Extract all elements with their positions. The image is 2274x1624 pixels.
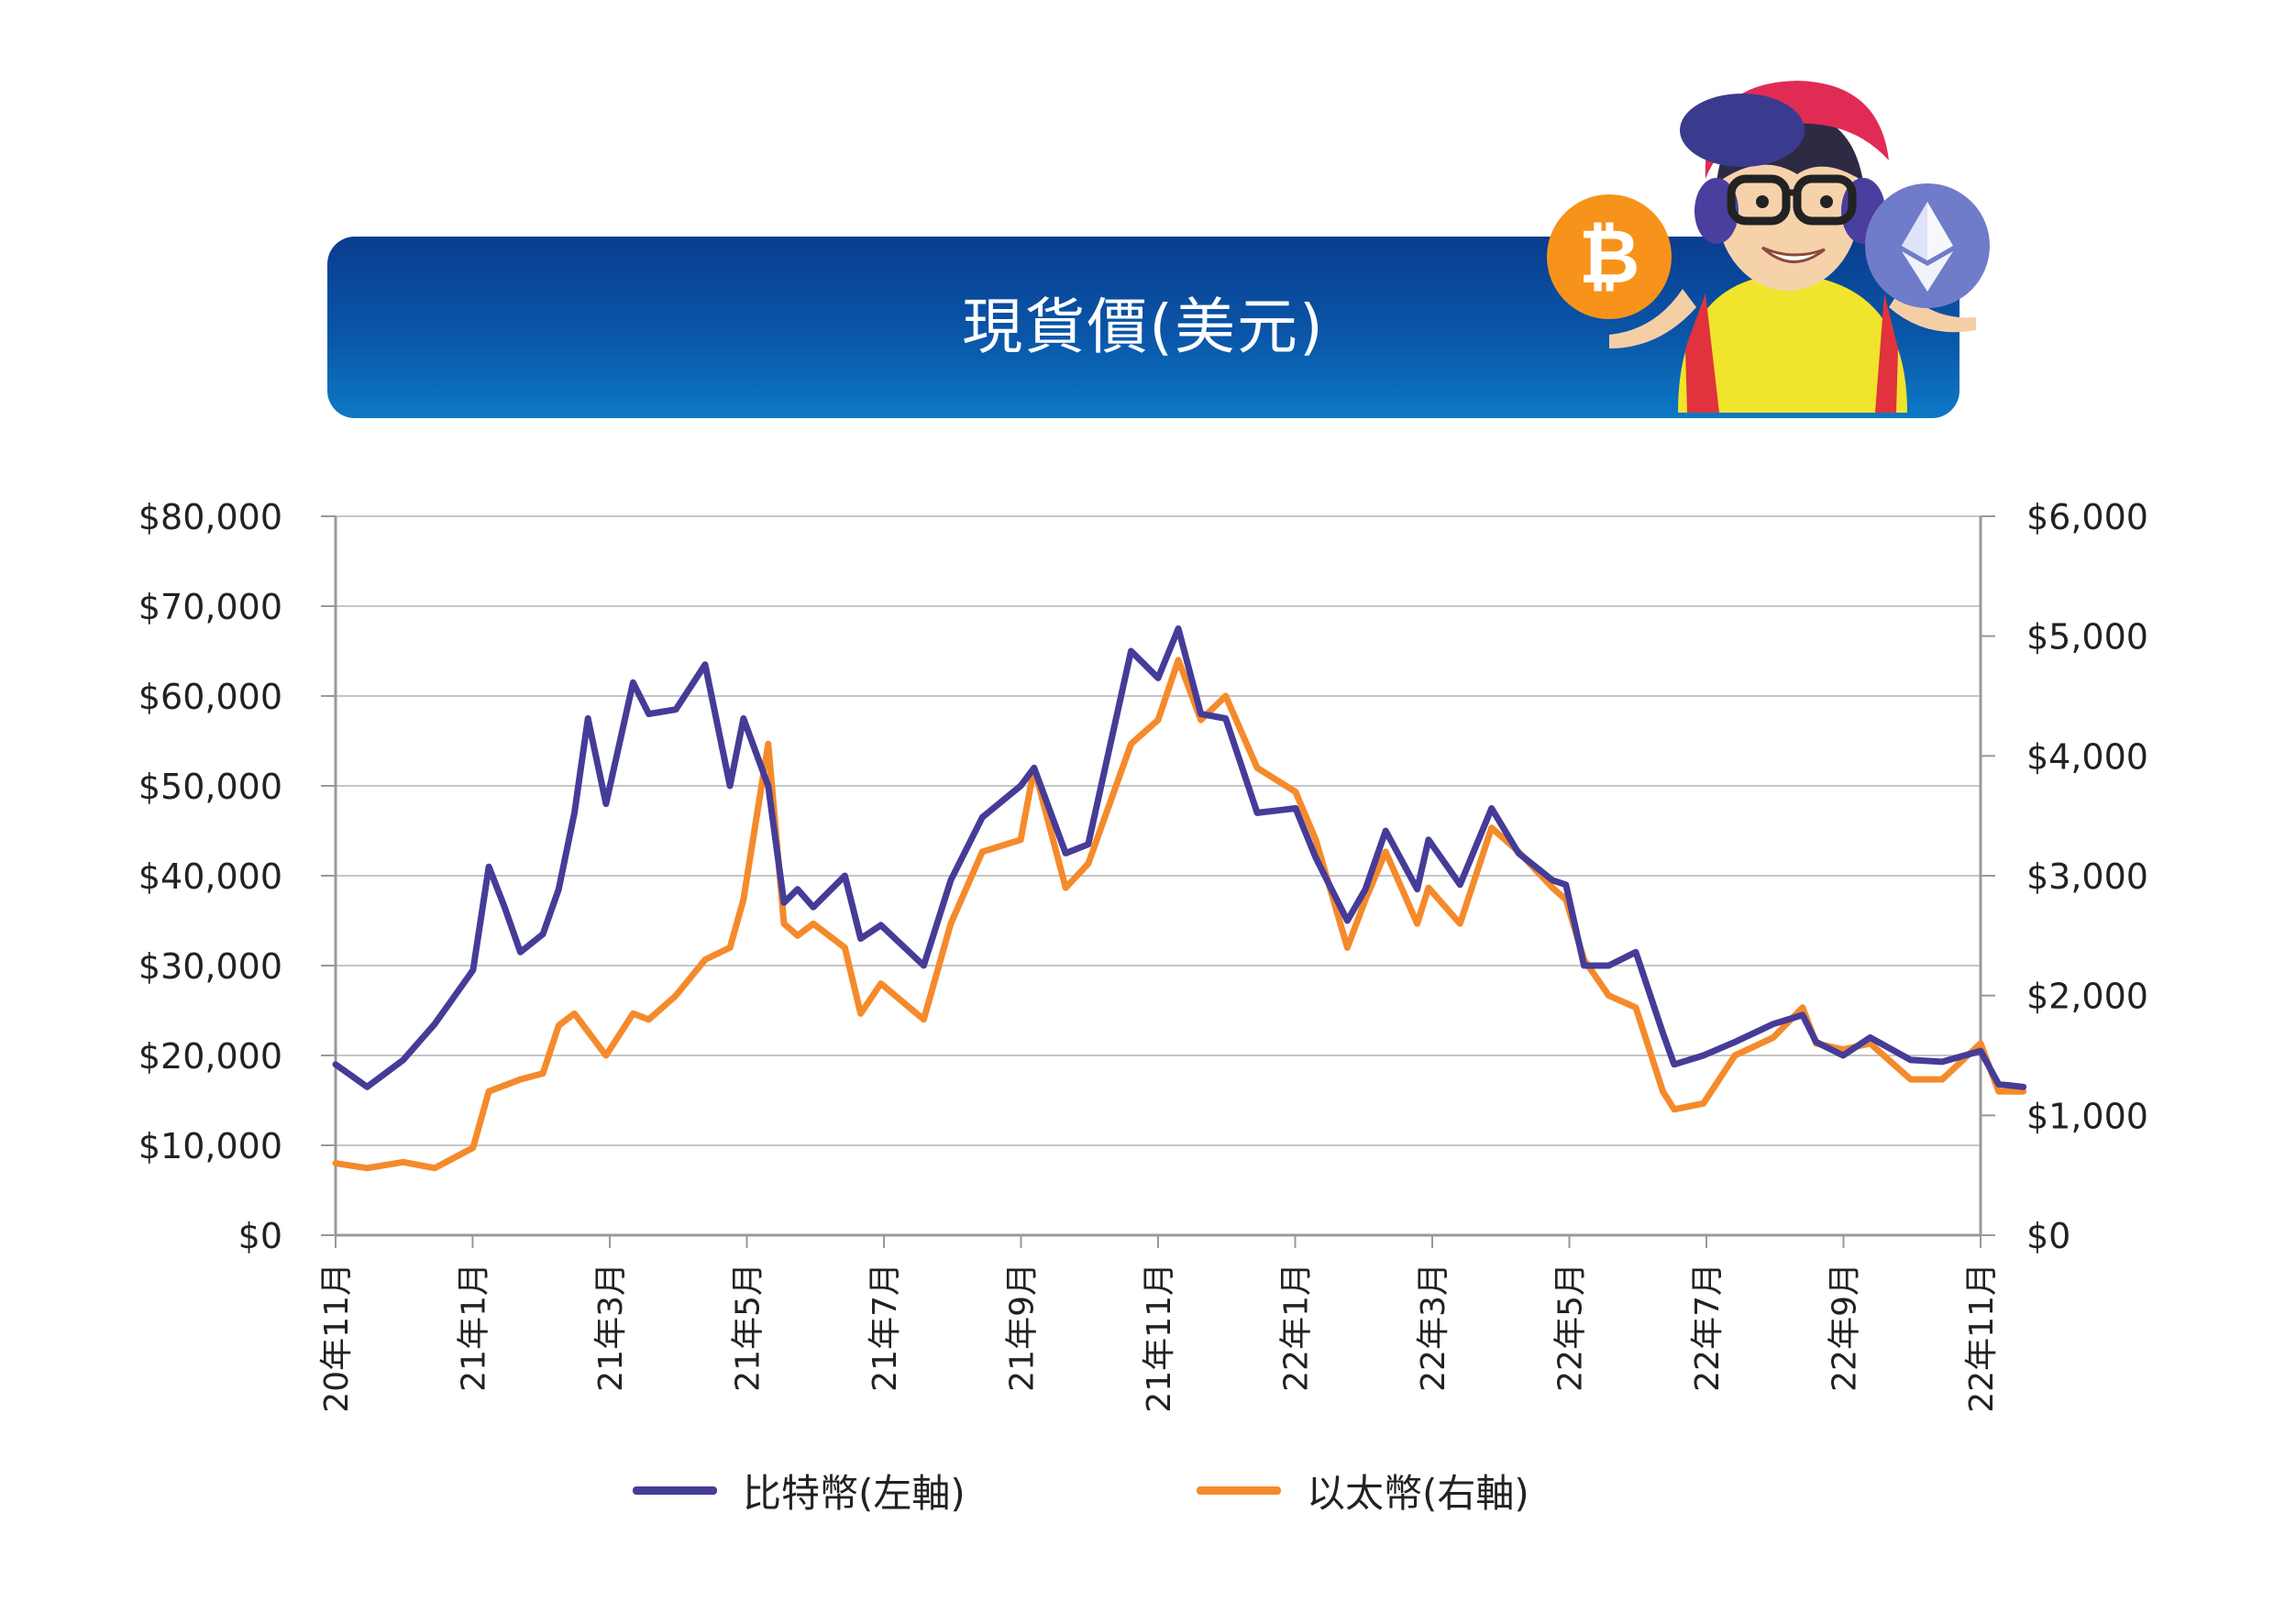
y-right-tick-label: $2,000 xyxy=(2026,977,2148,1017)
legend-item-btc: 比特幣(左軸) xyxy=(633,1463,966,1518)
grid-lines xyxy=(336,515,1981,1146)
y-left-tick-label: $60,000 xyxy=(138,677,282,717)
y-right-tick-label: $4,000 xyxy=(2026,736,2148,777)
y-right-tick-label: $1,000 xyxy=(2026,1096,2148,1136)
chart-title: 現貨價(美元) xyxy=(962,292,1325,362)
x-axis-ticks: 20年11月 21年1月 21年3月 21年5月 21年7月 21年9月 21年11月 22年… xyxy=(318,1235,2001,1413)
series-line-btc xyxy=(332,625,2027,1090)
y-right-tick-label: $0 xyxy=(2026,1216,2070,1256)
x-tick-label: 21年9月 xyxy=(1004,1263,1042,1392)
legend-swatch-btc xyxy=(633,1486,717,1495)
x-tick-label: 22年1月 xyxy=(1278,1263,1316,1392)
y-left-tick-label: $10,000 xyxy=(138,1126,282,1166)
y-left-tick-label: $0 xyxy=(238,1216,282,1256)
x-tick-label: 22年11月 xyxy=(1963,1263,2001,1413)
series-lines xyxy=(332,625,2027,1172)
x-tick-label: 21年11月 xyxy=(1141,1263,1178,1413)
x-tick-label: 21年1月 xyxy=(456,1263,493,1392)
y-left-tick-label: $80,000 xyxy=(138,497,282,537)
bitcoin-coin-icon: ₿ xyxy=(1547,194,1672,319)
y-left-tick-label: $40,000 xyxy=(138,856,282,897)
x-tick-label: 22年5月 xyxy=(1552,1263,1590,1392)
legend-item-eth: 以太幣(右軸) xyxy=(1197,1463,1529,1518)
x-tick-label: 20年11月 xyxy=(318,1263,356,1413)
x-tick-label: 21年5月 xyxy=(730,1263,767,1392)
y-left-tick-label: $50,000 xyxy=(138,767,282,807)
x-tick-label: 22年3月 xyxy=(1415,1263,1452,1392)
ethereum-coin-icon xyxy=(1865,183,1990,308)
y-left-tick-label: $20,000 xyxy=(138,1036,282,1077)
svg-text:₿: ₿ xyxy=(1579,214,1640,301)
series-line-eth xyxy=(332,657,2027,1172)
y-left-tick-label: $30,000 xyxy=(138,946,282,987)
y-left-tick-label: $70,000 xyxy=(138,587,282,627)
y-axis-right-ticks: $0 $1,000 $2,000 $3,000 $4,000 $5,000 $6,000 xyxy=(1981,497,2148,1256)
x-tick-label: 21年3月 xyxy=(592,1263,630,1392)
cartoon-mascot: ₿ xyxy=(1547,81,1990,413)
y-axis-left-ticks: $0 $10,000 $20,000 $30,000 $40,000 $50,000 $60… xyxy=(138,497,336,1256)
legend-swatch-eth xyxy=(1197,1486,1281,1495)
y-right-tick-label: $5,000 xyxy=(2026,617,2148,657)
x-tick-label: 21年7月 xyxy=(867,1263,904,1392)
y-right-tick-label: $3,000 xyxy=(2026,856,2148,897)
y-right-tick-label: $6,000 xyxy=(2026,497,2148,537)
legend-label-eth: 以太幣(右軸) xyxy=(1307,1470,1529,1516)
x-tick-label: 22年9月 xyxy=(1827,1263,1864,1392)
legend-label-btc: 比特幣(左軸) xyxy=(743,1470,966,1516)
x-tick-label: 22年7月 xyxy=(1689,1263,1727,1392)
